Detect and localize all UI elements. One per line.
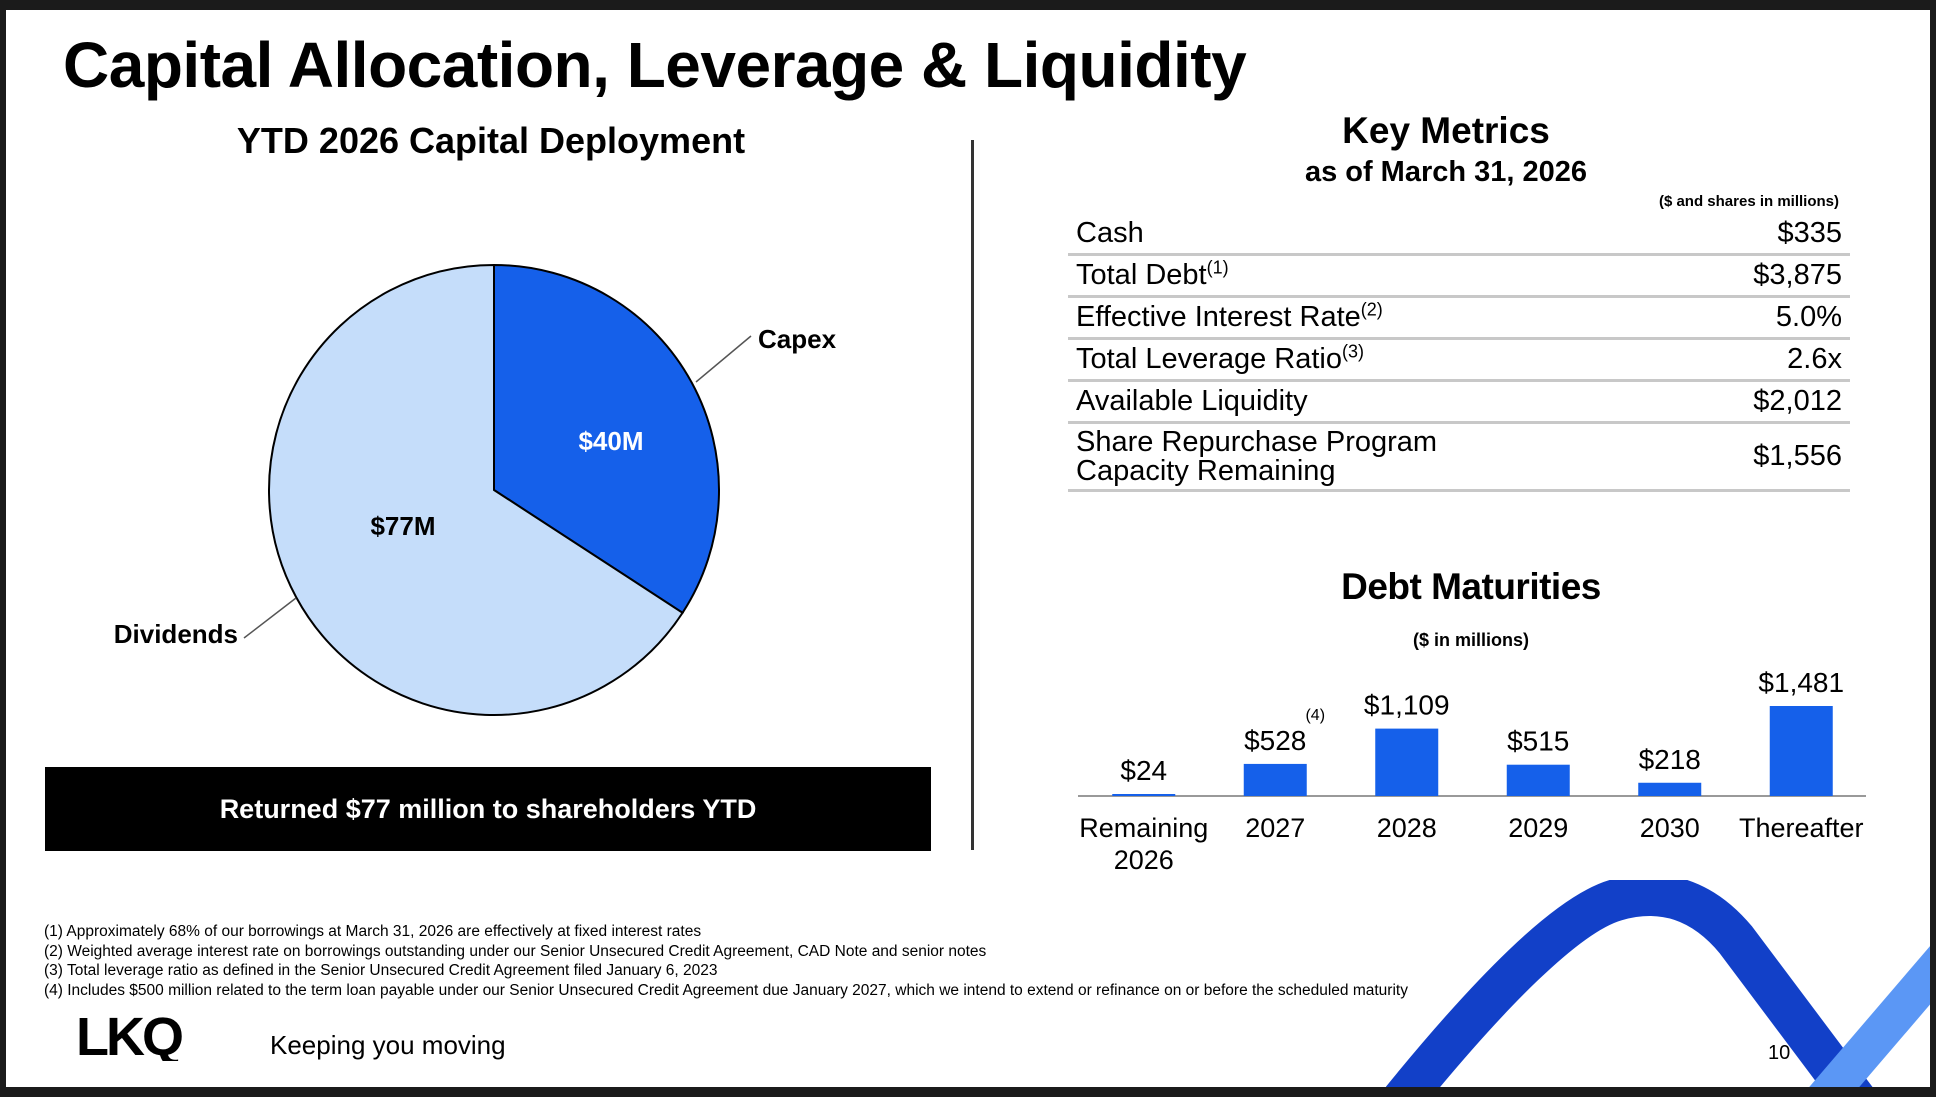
metric-value: $3,875 (1753, 259, 1842, 291)
metric-value: $1,556 (1753, 440, 1842, 472)
metric-value: 5.0% (1775, 301, 1842, 333)
metric-value: $335 (1777, 217, 1842, 249)
metric-row-available-liquidity: Available Liquidity $2,012 (1068, 382, 1850, 424)
metric-label: Cash (1076, 217, 1144, 249)
footnote-ref: (2) (1360, 299, 1383, 320)
bar-2029 (1506, 764, 1570, 796)
logo-text: LKQ (76, 1013, 182, 1061)
bar-value-label: $1,481 (1758, 667, 1844, 698)
pie-value-dividends: $77M (370, 511, 435, 541)
lkq-logo: LKQ (76, 1013, 185, 1061)
metric-label: Effective Interest Rate(2) (1076, 299, 1383, 333)
metric-label: Total Debt(1) (1076, 257, 1229, 291)
bar-category-label: 2027 (1245, 813, 1305, 843)
bar-annotation: (4) (1305, 707, 1325, 724)
shareholder-return-banner: Returned $77 million to shareholders YTD (45, 767, 931, 851)
bar-value-label: $528 (1244, 725, 1306, 756)
bar-category-label: Thereafter (1739, 813, 1864, 843)
pie-label-capex: Capex (758, 324, 837, 354)
page-number: 10 (1768, 1042, 1791, 1064)
bar-value-label: $515 (1507, 726, 1569, 757)
debt-maturities-title: Debt Maturities (1341, 566, 1601, 607)
bar-thereafter (1769, 706, 1833, 796)
capital-deployment-title: YTD 2026 Capital Deployment (236, 120, 746, 161)
metric-row-effective-interest-rate: Effective Interest Rate(2) 5.0% (1068, 298, 1850, 340)
footnote-1: (1) Approximately 68% of our borrowings … (44, 923, 702, 940)
footnote-2: (2) Weighted average interest rate on bo… (44, 942, 987, 960)
key-metrics-title: Key Metrics (1342, 110, 1550, 151)
bar-value-label: $218 (1639, 744, 1701, 775)
bar-2030 (1638, 782, 1702, 796)
metric-row-share-repurchase: Share Repurchase Program Capacity Remaini… (1068, 424, 1850, 492)
bar-2027 (1243, 763, 1307, 796)
page-title: Capital Allocation, Leverage & Liquidity (63, 29, 1247, 101)
pie-value-capex: $40M (578, 426, 643, 456)
bar-value-label: $24 (1120, 755, 1167, 786)
key-metrics-subtitle: as of March 31, 2026 (1304, 156, 1588, 188)
metric-value: 2.6x (1787, 343, 1842, 375)
metric-row-cash: Cash $335 (1068, 214, 1850, 256)
bar-category-label: Remaining (1079, 813, 1208, 843)
footnotes: (1) Approximately 68% of our borrowings … (44, 922, 1408, 1000)
metric-value: $2,012 (1753, 385, 1842, 417)
bar-remaining-2026 (1112, 794, 1176, 796)
metric-row-total-debt: Total Debt(1) $3,875 (1068, 256, 1850, 298)
key-metrics-table: Cash $335 Total Debt(1) $3,875 Effective… (1068, 214, 1850, 492)
metric-row-total-leverage-ratio: Total Leverage Ratio(3) 2.6x (1068, 340, 1850, 382)
debt-maturities-units: ($ in millions) (1412, 630, 1529, 650)
bar-category-label: 2030 (1640, 813, 1700, 843)
bar-category-label: 2028 (1377, 813, 1437, 843)
metric-label: Share Repurchase Program Capacity Remaini… (1076, 425, 1438, 487)
metric-label: Total Leverage Ratio(3) (1076, 341, 1364, 375)
bar-category-label: 2029 (1508, 813, 1568, 843)
tagline: Keeping you moving (270, 1030, 506, 1060)
bar-2028 (1375, 728, 1439, 796)
section-divider (971, 140, 974, 850)
footnote-4: (4) Includes $500 million related to the… (44, 981, 1408, 999)
footnote-ref: (1) (1206, 257, 1229, 278)
capital-deployment-pie-chart: Capex $40M Dividends $77M (114, 263, 837, 716)
pie-label-dividends: Dividends (114, 619, 238, 649)
key-metrics-units: ($ and shares in millions) (1658, 193, 1839, 210)
bar-category-label: 2026 (1114, 845, 1174, 875)
footnote-3: (3) Total leverage ratio as defined in t… (44, 962, 718, 980)
bar-value-label: $1,109 (1364, 690, 1450, 721)
metric-label: Available Liquidity (1076, 385, 1308, 417)
pie-leader-line (695, 335, 752, 383)
footnote-ref: (3) (1342, 341, 1364, 362)
pie-leader-line (243, 597, 297, 639)
brand-decoration (1386, 880, 1930, 1087)
pie-slice-dividends (268, 263, 684, 716)
